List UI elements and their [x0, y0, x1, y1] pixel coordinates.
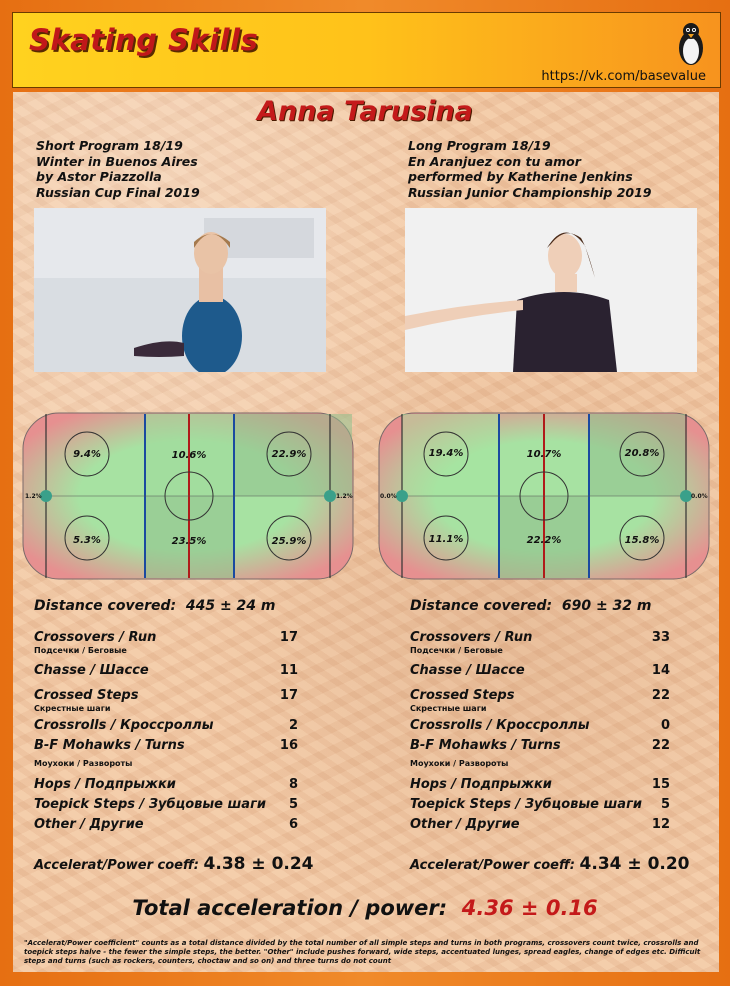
long-program-rink-map: 19.4% 10.7% 20.8% 11.1% 22.2% 15.8% 0.0%…	[378, 412, 710, 580]
footnote: "Accelerat/Power coefficient" counts as …	[24, 939, 701, 965]
total-label: Total acceleration / power:	[132, 896, 448, 920]
short-distance: Distance covered: 445 ± 24 m	[34, 598, 276, 614]
source-url[interactable]: https://vk.com/basevalue	[541, 69, 706, 84]
short-side-left: 1.2%	[25, 493, 42, 500]
long-side-left: 0.0%	[380, 493, 397, 500]
long-program-photo	[405, 208, 697, 372]
long-stat-crossrolls: Crossrolls / Кроссроллы	[410, 718, 590, 733]
athlete-name: Anna Tarusina	[257, 96, 473, 127]
short-program-event: Russian Cup Final 2019	[36, 184, 200, 200]
short-stat-toepick-value: 5	[288, 797, 298, 812]
long-zone-bottom-left: 11.1%	[429, 534, 464, 545]
long-distance-value: 690 ± 32 m	[561, 598, 652, 614]
short-zone-top-left: 9.4%	[73, 449, 101, 460]
long-coef-label: Accelerat/Power coeff:	[410, 858, 576, 873]
brand-title: Skating Skills	[29, 23, 259, 57]
long-stat-mohawks: B-F Mohawks / Turns Моухоки / Развороты	[410, 738, 561, 768]
long-distance: Distance covered: 690 ± 32 m	[410, 598, 652, 614]
short-stat-chasse-value: 11	[279, 663, 298, 678]
long-stat-other: Other / Другие	[410, 817, 520, 832]
short-program-info: Short Program 18/19 Winter in Buenos Air…	[36, 138, 200, 200]
long-stat-crossrolls-value: 0	[660, 718, 670, 733]
long-zone-top-left: 19.4%	[429, 448, 464, 459]
long-stat-crossed-steps: Crossed Steps Скрестные шаги	[410, 688, 515, 713]
short-distance-value: 445 ± 24 m	[185, 598, 276, 614]
short-stat-chasse: Chasse / Шассе	[34, 663, 149, 678]
short-coefficient: Accelerat/Power coeff: 4.38 ± 0.24	[34, 854, 314, 874]
long-side-right: 0.0%	[691, 493, 708, 500]
long-program-music: En Aranjuez con tu amor	[408, 153, 581, 169]
total-value: 4.36 ± 0.16	[461, 896, 598, 920]
short-program-photo	[34, 208, 326, 372]
long-zone-bottom-right: 15.8%	[625, 535, 660, 546]
long-coefficient: Accelerat/Power coeff: 4.34 ± 0.20	[410, 854, 690, 874]
short-stat-hops-value: 8	[288, 777, 298, 792]
long-stat-crossovers: Crossovers / Run Подсечки / Беговые	[410, 630, 533, 655]
short-zone-bottom-left: 5.3%	[73, 535, 101, 546]
long-stat-hops: Hops / Подпрыжки	[410, 777, 552, 792]
short-coef-value: 4.38 ± 0.24	[203, 854, 314, 874]
long-stat-hops-value: 15	[651, 777, 670, 792]
short-program-music: Winter in Buenos Aires	[36, 153, 198, 169]
long-stat-chasse: Chasse / Шассе	[410, 663, 525, 678]
short-stat-crossed-steps-value: 17	[279, 688, 298, 703]
short-side-right: 1.2%	[336, 493, 353, 500]
long-stat-crossed-steps-value: 22	[651, 688, 670, 703]
short-stat-other-value: 6	[288, 817, 298, 832]
short-stat-mohawks: B-F Mohawks / Turns Моухоки / Развороты	[34, 738, 185, 768]
long-zone-top-mid: 10.7%	[527, 449, 562, 460]
penguin-logo-icon	[679, 23, 703, 65]
short-program-rink-map: 9.4% 10.6% 22.9% 5.3% 23.5% 25.9% 1.2% 1…	[22, 412, 354, 580]
short-program-composer: by Astor Piazzolla	[36, 169, 162, 184]
short-stat-other: Other / Другие	[34, 817, 144, 832]
short-coef-label: Accelerat/Power coeff:	[34, 858, 200, 873]
long-program-event: Russian Junior Championship 2019	[408, 184, 652, 200]
total-power: Total acceleration / power: 4.36 ± 0.16	[0, 896, 730, 920]
short-program-title: Short Program 18/19	[36, 138, 183, 153]
short-stat-crossrolls: Crossrolls / Кроссроллы	[34, 718, 214, 733]
short-zone-top-right: 22.9%	[272, 449, 307, 460]
short-stat-mohawks-value: 16	[279, 738, 298, 753]
short-stat-crossed-steps: Crossed Steps Скрестные шаги	[34, 688, 139, 713]
long-stat-chasse-value: 14	[651, 663, 670, 678]
short-stat-crossovers-value: 17	[279, 630, 298, 645]
header-banner: Skating Skills https://vk.com/basevalue	[12, 12, 721, 88]
short-distance-label: Distance covered:	[34, 598, 177, 614]
long-stat-crossovers-value: 33	[651, 630, 670, 645]
long-zone-bottom-mid: 22.2%	[527, 535, 562, 546]
long-stat-toepick-value: 5	[660, 797, 670, 812]
short-stat-crossovers: Crossovers / Run Подсечки / Беговые	[34, 630, 157, 655]
long-coef-value: 4.34 ± 0.20	[579, 854, 690, 874]
long-distance-label: Distance covered:	[410, 598, 553, 614]
long-stat-other-value: 12	[651, 817, 670, 832]
long-program-info: Long Program 18/19 En Aranjuez con tu am…	[408, 138, 652, 200]
short-zone-bottom-mid: 23.5%	[172, 536, 207, 547]
short-zone-bottom-right: 25.9%	[272, 536, 307, 547]
long-program-title: Long Program 18/19	[408, 138, 551, 153]
short-stat-toepick: Toepick Steps / Зубцовые шаги	[34, 797, 266, 812]
short-stat-hops: Hops / Подпрыжки	[34, 777, 176, 792]
long-stat-toepick: Toepick Steps / Зубцовые шаги	[410, 797, 642, 812]
long-zone-top-right: 20.8%	[625, 448, 660, 459]
short-zone-top-mid: 10.6%	[172, 450, 207, 461]
long-program-performer: performed by Katherine Jenkins	[408, 169, 633, 184]
short-stat-crossrolls-value: 2	[288, 718, 298, 733]
long-stat-mohawks-value: 22	[651, 738, 670, 753]
